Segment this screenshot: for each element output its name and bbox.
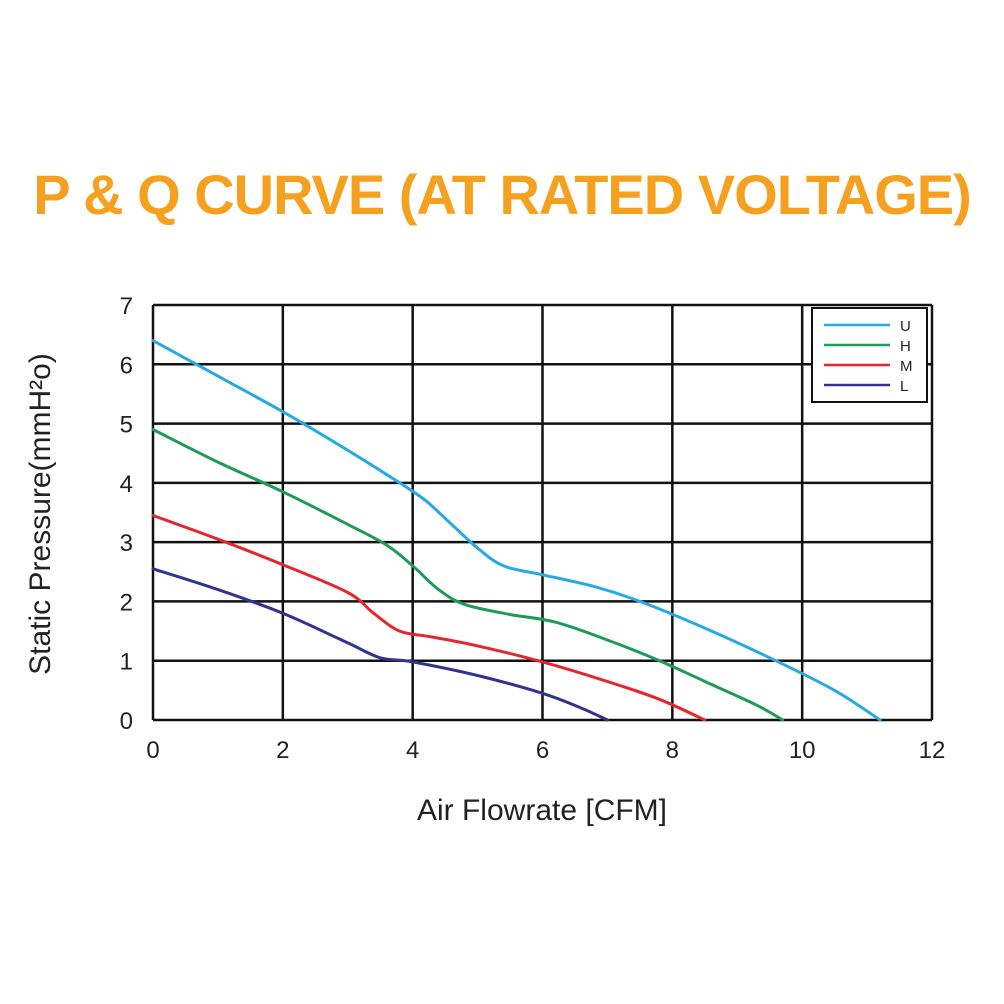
x-tick-label: 8 (666, 737, 679, 764)
y-tick-label: 1 (120, 649, 133, 676)
y-tick-label: 0 (120, 708, 133, 735)
legend-label-m: M (900, 358, 913, 375)
series-line-h (151, 428, 785, 722)
y-tick-label: 2 (120, 589, 133, 616)
series-line-u (151, 339, 882, 722)
legend-box (811, 307, 928, 403)
series-line-m (151, 514, 707, 722)
legend-label-u: U (900, 318, 911, 335)
x-tick-label: 4 (406, 737, 419, 764)
y-axis-label: Static Pressure(mmH²o) (24, 353, 57, 675)
x-tick-label: 10 (789, 737, 816, 764)
series-line-l (151, 567, 609, 722)
x-tick-label: 0 (146, 737, 159, 764)
y-tick-label: 5 (120, 412, 133, 439)
x-tick-label: 12 (919, 737, 946, 764)
y-tick-label: 3 (120, 530, 133, 557)
chart-title: P & Q CURVE (AT RATED VOLTAGE) (33, 163, 972, 226)
x-tick-label: 6 (536, 737, 549, 764)
legend-label-l: L (900, 378, 908, 395)
series-lines (151, 339, 882, 722)
y-tick-label: 6 (120, 352, 133, 379)
grid (151, 303, 934, 722)
legend-label-h: H (900, 338, 911, 355)
x-tick-label: 2 (276, 737, 289, 764)
y-tick-label: 4 (120, 471, 133, 498)
y-tick-label: 7 (120, 293, 133, 320)
x-axis-label: Air Flowrate [CFM] (417, 794, 667, 827)
